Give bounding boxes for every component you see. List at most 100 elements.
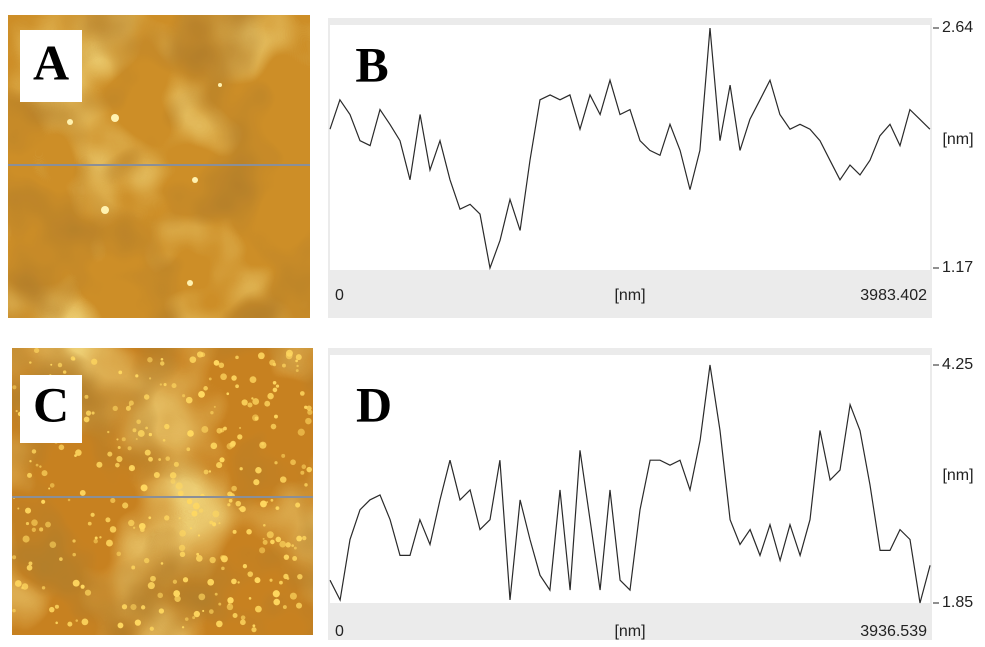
grain xyxy=(192,616,196,620)
grain xyxy=(128,519,135,527)
grain xyxy=(49,606,55,613)
grain xyxy=(252,624,256,628)
x-axis-label: [nm] xyxy=(614,623,645,640)
grain xyxy=(87,521,92,526)
grain xyxy=(158,458,162,461)
grain xyxy=(218,522,221,525)
grain xyxy=(232,613,238,619)
grain xyxy=(128,404,131,407)
grain xyxy=(285,352,293,360)
grain xyxy=(195,555,203,562)
grain xyxy=(262,537,265,540)
grain xyxy=(117,622,124,629)
grain xyxy=(130,603,137,611)
grain xyxy=(193,610,201,618)
grain xyxy=(62,370,67,374)
grain xyxy=(182,394,186,398)
grain xyxy=(304,405,308,409)
grain xyxy=(158,608,165,614)
grain xyxy=(295,359,298,363)
grain xyxy=(275,536,282,543)
grain xyxy=(228,498,233,503)
grain xyxy=(270,498,274,502)
grain xyxy=(255,605,262,613)
grain xyxy=(29,460,32,463)
grain xyxy=(145,426,148,430)
grain xyxy=(41,586,46,590)
y-axis-label: [nm] xyxy=(942,131,973,148)
grain xyxy=(84,589,92,596)
grain xyxy=(279,476,287,483)
grain xyxy=(162,438,166,442)
grain xyxy=(25,507,32,514)
grain xyxy=(220,373,227,381)
grain xyxy=(173,590,181,597)
grain xyxy=(186,447,191,452)
grain xyxy=(191,510,198,517)
grain xyxy=(118,370,123,375)
grain xyxy=(72,357,76,361)
grain xyxy=(15,409,18,413)
grain xyxy=(209,520,213,525)
grain xyxy=(237,581,240,584)
grain xyxy=(31,449,37,454)
grain xyxy=(67,621,73,627)
grain xyxy=(49,483,55,488)
grain xyxy=(230,440,236,447)
grain xyxy=(39,527,44,532)
grain xyxy=(301,464,307,470)
grain xyxy=(90,512,95,517)
grain xyxy=(41,499,46,504)
grain xyxy=(171,383,177,389)
grain xyxy=(75,619,79,622)
grain xyxy=(128,400,134,406)
grain xyxy=(216,620,223,628)
grain xyxy=(213,405,216,408)
grain xyxy=(270,423,277,430)
grain xyxy=(21,583,29,590)
grain xyxy=(283,554,290,560)
grain xyxy=(169,472,177,479)
grain xyxy=(223,426,227,431)
grain xyxy=(35,463,39,467)
grain xyxy=(138,522,146,530)
grain xyxy=(99,536,102,539)
grain xyxy=(125,405,131,411)
grain xyxy=(235,355,239,360)
grain xyxy=(132,428,137,433)
grain xyxy=(296,602,303,609)
grain xyxy=(255,467,262,474)
x-tick-label: 3983.402 xyxy=(860,287,927,304)
grain xyxy=(140,605,146,610)
grain xyxy=(279,580,283,585)
grain xyxy=(160,361,165,366)
grain xyxy=(279,540,286,548)
grain xyxy=(247,571,254,577)
grain xyxy=(219,457,225,463)
grain xyxy=(297,428,305,436)
grain xyxy=(306,466,312,473)
grain xyxy=(281,453,286,458)
grain xyxy=(25,521,30,526)
grain xyxy=(94,536,98,540)
x-tick-label: 3936.539 xyxy=(860,623,927,640)
grain xyxy=(202,609,205,613)
grain xyxy=(295,369,299,373)
afm-image xyxy=(8,15,310,318)
y-tick-label: 1.17 xyxy=(942,259,973,276)
grain xyxy=(93,539,98,544)
grain xyxy=(264,400,271,407)
grain xyxy=(189,527,193,530)
grain xyxy=(12,385,17,390)
grain xyxy=(203,469,209,475)
grain xyxy=(172,579,178,584)
grain xyxy=(116,455,123,463)
grain xyxy=(121,437,126,442)
grain xyxy=(175,482,183,490)
grain xyxy=(160,357,164,361)
grain xyxy=(259,441,267,449)
grain xyxy=(27,472,33,478)
grain xyxy=(84,394,89,399)
grain xyxy=(117,446,121,450)
grain xyxy=(196,552,200,556)
